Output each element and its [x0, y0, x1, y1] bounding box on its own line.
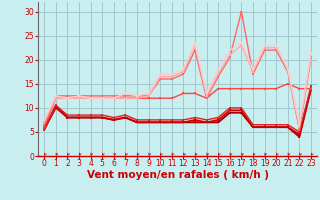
X-axis label: Vent moyen/en rafales ( km/h ): Vent moyen/en rafales ( km/h ): [87, 170, 268, 180]
